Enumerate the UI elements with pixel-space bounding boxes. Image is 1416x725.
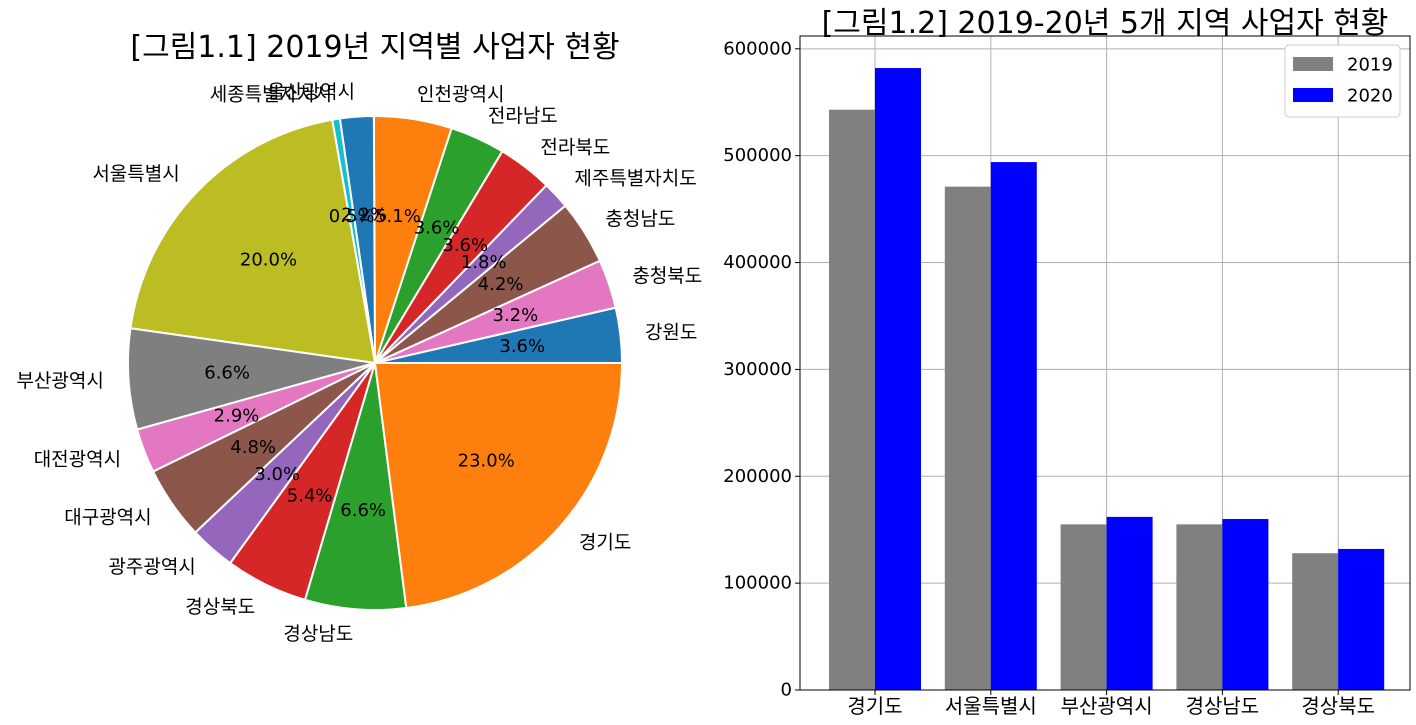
pie-category-label: 강원도: [645, 321, 697, 343]
pie-category-label: 광주광역시: [108, 556, 195, 578]
bar-2019: [1060, 524, 1107, 690]
pie-percent-label: 6.6%: [340, 500, 386, 521]
pie-percent-label: 1.8%: [461, 252, 507, 273]
bar-2020: [1222, 519, 1269, 690]
pie-percent-label: 3.2%: [493, 305, 539, 326]
bar-2019: [1292, 553, 1339, 690]
bar-chart-title: [그림1.2] 2019-20년 5개 지역 사업자 현황: [821, 6, 1389, 41]
bar-2019: [829, 109, 875, 690]
pie-chart-title: [그림1.1] 2019년 지역별 사업자 현황: [130, 30, 620, 65]
pie-percent-label: 3.6%: [499, 336, 545, 357]
pie-category-label: 부산광역시: [16, 370, 103, 392]
pie-slice: [129, 118, 377, 365]
pie-percent-label: 2.2%: [341, 205, 387, 226]
x-tick-label: 경기도: [847, 694, 902, 718]
pie-category-label: 충청남도: [605, 208, 675, 230]
pie-slice: [373, 362, 624, 610]
pie-percent-label: 23.0%: [458, 450, 515, 471]
bar-2019: [944, 186, 991, 691]
pie-category-label: 경상남도: [283, 623, 353, 645]
pie-category-label: 서울특별시: [92, 163, 179, 185]
pie-percent-label: 6.6%: [204, 362, 250, 383]
bar-2020: [1106, 516, 1153, 690]
pie-category-label: 대전광역시: [34, 449, 121, 471]
pie-category-label: 전라남도: [488, 105, 558, 127]
y-tick-label: 600000: [723, 38, 792, 59]
pie-category-label: 충청북도: [632, 265, 702, 287]
y-tick-label: 400000: [723, 252, 792, 273]
legend-swatch: [1293, 88, 1333, 102]
pie-category-label: 경상북도: [185, 596, 255, 618]
pie-category-label: 세종특별자치시: [210, 84, 332, 106]
y-tick-label: 200000: [723, 466, 792, 487]
legend-label: 2020: [1347, 86, 1393, 107]
pie-category-label: 울산광역시: [268, 81, 355, 103]
pie-percent-label: 0.5%: [329, 206, 375, 227]
y-tick-label: 500000: [723, 145, 792, 166]
pie-chart: 3.6% 강원도 3.2% 충청북도 4.2% 충청남도 1.8% 제주특별자치도 3.6% 전라…: [16, 81, 702, 645]
x-tick-label: 경상남도: [1186, 694, 1260, 718]
plot-frame: [799, 35, 1411, 691]
y-tick-label: 100000: [723, 573, 792, 594]
legend: 2019 2020: [1284, 44, 1401, 118]
pie-percent-label: 20.0%: [240, 249, 297, 270]
pie-percent-label: 2.9%: [214, 405, 260, 426]
pie-category-label: 전라북도: [540, 136, 610, 158]
pie-percent-label: 5.1%: [375, 206, 421, 227]
bar-2020: [1338, 548, 1385, 690]
bar-2019: [1176, 524, 1223, 690]
pie-percent-label: 5.4%: [287, 486, 333, 507]
x-tick-label: 경상북도: [1301, 694, 1375, 718]
pie-percent-label: 4.8%: [230, 437, 276, 458]
pie-percent-label: 4.2%: [478, 274, 524, 295]
pie-percent-label: 3.6%: [442, 235, 488, 256]
y-tick-label: 300000: [723, 359, 792, 380]
bar-2020: [875, 68, 921, 690]
pie-percent-label: 3.0%: [254, 464, 300, 485]
pie-percent-label: 3.6%: [414, 218, 460, 239]
y-tick-label: 0: [781, 680, 792, 701]
x-tick-label: 부산광역시: [1061, 694, 1153, 718]
pie-category-label: 경기도: [579, 532, 631, 554]
x-tick-label: 서울특별시: [945, 694, 1037, 718]
bar-2020: [990, 162, 1037, 691]
pie-category-label: 인천광역시: [417, 84, 504, 106]
legend-label: 2019: [1347, 55, 1393, 76]
pie-category-label: 제주특별자치도: [574, 167, 696, 189]
pie-category-label: 대구광역시: [64, 507, 151, 529]
legend-swatch: [1293, 57, 1333, 71]
